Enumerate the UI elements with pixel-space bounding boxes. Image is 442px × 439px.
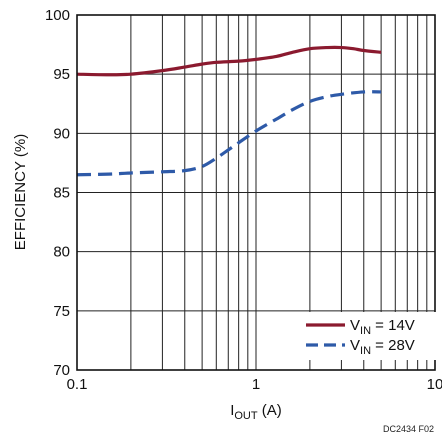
legend-vin-28v-sub: IN (360, 345, 371, 357)
plot-frame (76, 14, 436, 371)
legend-vin-14v-rest: = 14V (371, 317, 415, 334)
y-tick-label: 90 (53, 125, 70, 142)
legend-label-vin-28v: VIN = 28V (350, 337, 415, 357)
x-axis-title-rest: (A) (258, 402, 282, 419)
x-axis-title-main: I (230, 402, 234, 419)
legend-vin-28v-rest: = 28V (371, 337, 415, 354)
legend: VIN = 14V VIN = 28V (298, 312, 436, 360)
series-line-vin-14v (76, 45, 382, 77)
x-axis-title: IOUT (A) (230, 402, 282, 422)
x-tick-label: 0.1 (67, 376, 88, 393)
legend-background (298, 312, 436, 360)
y-tick-label: 100 (45, 7, 70, 24)
x-tick-label: 1 (252, 376, 260, 393)
y-tick-label: 95 (53, 66, 70, 83)
legend-vin-28v-main: V (350, 337, 360, 354)
x-tick-label: 10 (427, 376, 442, 393)
tick-labels: 70 75 80 85 90 95 100 0.1 1 10 (45, 7, 442, 393)
y-tick-label: 70 (53, 362, 70, 379)
y-tick-label: 75 (53, 303, 70, 320)
legend-label-vin-14v: VIN = 14V (350, 317, 415, 337)
figure-id: DC2434 F02 (383, 424, 434, 434)
legend-vin-14v-sub: IN (360, 325, 371, 337)
y-tick-label: 85 (53, 185, 70, 202)
y-tick-label: 80 (53, 244, 70, 261)
series-line-vin-28v (76, 90, 382, 177)
legend-vin-14v-main: V (350, 317, 360, 334)
y-axis-title: EFFICIENCY (%) (12, 134, 29, 250)
x-axis-title-sub: OUT (234, 410, 258, 422)
series-layer (76, 45, 382, 177)
